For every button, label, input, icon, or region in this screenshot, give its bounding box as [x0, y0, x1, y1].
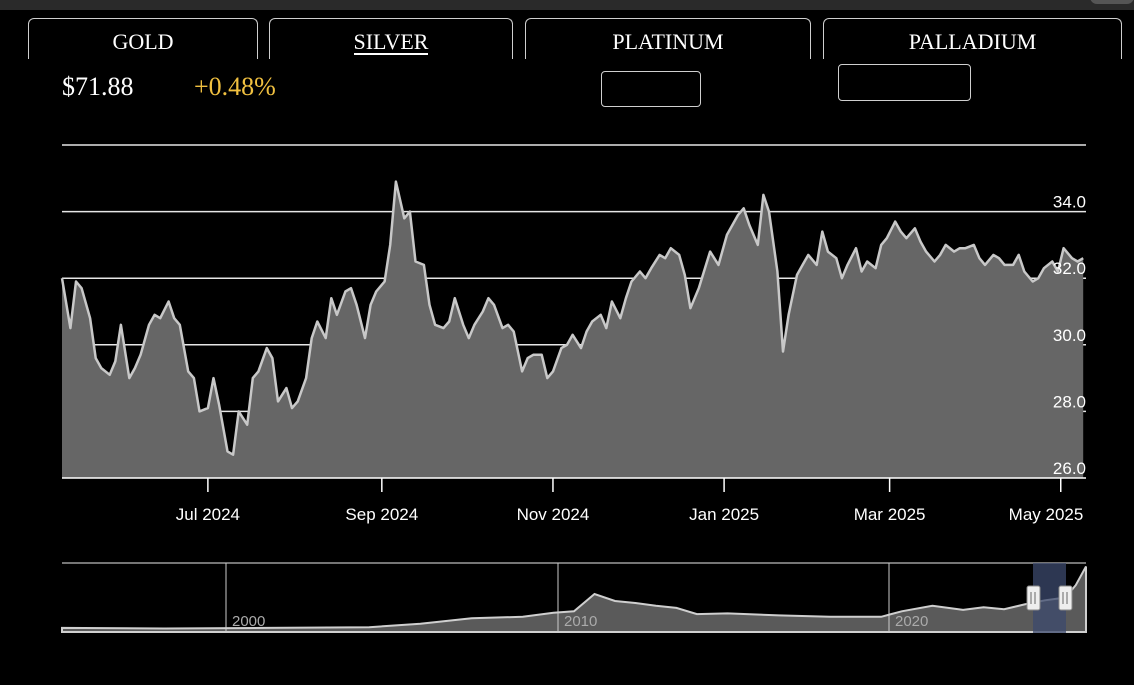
x-tick-label: Sep 2024	[345, 505, 418, 524]
platinum-placeholder-box[interactable]	[601, 71, 701, 107]
top-bar	[0, 0, 1134, 10]
y-tick-label: 26.0	[1053, 459, 1086, 478]
y-tick-label: 34.0	[1053, 193, 1086, 212]
x-tick-label: Nov 2024	[517, 505, 590, 524]
navigator-left-handle[interactable]	[1026, 585, 1041, 611]
x-tick-label: May 2025	[1009, 505, 1084, 524]
y-tick-label: 32.0	[1053, 259, 1086, 278]
navigator-label: 2010	[564, 613, 597, 630]
tab-platinum-label: PLATINUM	[612, 29, 724, 54]
y-tick-label: 30.0	[1053, 326, 1086, 345]
price-change: +0.48%	[194, 72, 276, 101]
current-price: $71.88	[62, 72, 134, 101]
x-tick-label: Jul 2024	[176, 505, 240, 524]
navigator-label: 2020	[895, 613, 928, 630]
tab-silver[interactable]: SILVER	[269, 18, 513, 59]
y-tick-label: 28.0	[1053, 392, 1086, 411]
tab-palladium-label: PALLADIUM	[908, 29, 1037, 54]
tab-gold-label: GOLD	[112, 29, 174, 54]
tab-platinum[interactable]: PLATINUM	[525, 18, 811, 59]
window-control[interactable]	[1090, 0, 1134, 4]
tab-silver-label: SILVER	[353, 19, 429, 55]
x-tick-label: Jan 2025	[689, 505, 759, 524]
navigator-right-handle[interactable]	[1058, 585, 1073, 611]
price-line	[60, 180, 1084, 456]
price-area-fill	[62, 181, 1084, 478]
x-tick-label: Mar 2025	[854, 505, 926, 524]
navigator[interactable]: 2000 2010 2020	[61, 562, 1087, 633]
palladium-placeholder-box[interactable]	[838, 64, 971, 101]
tab-palladium[interactable]: PALLADIUM	[823, 18, 1122, 59]
tab-gold[interactable]: GOLD	[28, 18, 258, 59]
navigator-label: 2000	[232, 613, 265, 630]
